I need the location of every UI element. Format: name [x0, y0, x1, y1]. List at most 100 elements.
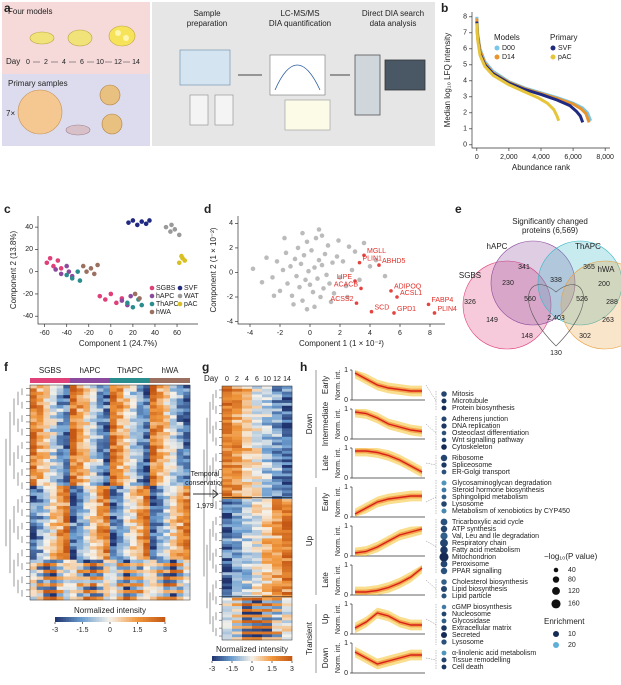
- heatmap-cell: [43, 502, 51, 507]
- heatmap-cell: [83, 472, 91, 477]
- heatmap-cell: [110, 502, 117, 507]
- heatmap-cell: [70, 448, 77, 453]
- heatmap-cell: [36, 472, 44, 477]
- heatmap-cell: [242, 445, 253, 449]
- heatmap-cell: [163, 445, 171, 450]
- heatmap-cell: [262, 394, 273, 398]
- heatmap-cell: [150, 472, 157, 477]
- colorbar-step: [112, 617, 116, 622]
- day-number: 12: [114, 59, 122, 66]
- heatmap-cell: [50, 458, 57, 463]
- point: [313, 235, 319, 241]
- heatmap-cell: [76, 532, 84, 537]
- heatmap-cell: [232, 586, 243, 590]
- heatmap-cell: [136, 526, 144, 530]
- heatmap-cell: [282, 628, 293, 632]
- heatmap-cell: [90, 586, 97, 591]
- enrichment-dot: [441, 657, 447, 663]
- heatmap-cell: [262, 498, 273, 503]
- heatmap-cell: [232, 394, 243, 398]
- heatmap-cell: [116, 576, 124, 581]
- heatmap-cell: [116, 529, 124, 534]
- heatmap-cell: [282, 521, 293, 525]
- heatmap-cell: [90, 465, 97, 470]
- colorbar-tick-label: -1.5: [226, 666, 238, 673]
- heatmap-cell: [30, 418, 37, 423]
- heatmap-cell: [90, 425, 97, 429]
- colorbar-step: [212, 656, 215, 661]
- heatmap-cell: [70, 401, 77, 406]
- heatmap-cell: [83, 526, 91, 530]
- profile-band-inner: [355, 649, 422, 667]
- heatmap-cell: [282, 529, 293, 534]
- heatmap-cell: [96, 546, 104, 550]
- heatmap-cell: [36, 421, 44, 426]
- heatmap-cell: [56, 482, 64, 487]
- heatmap-cell: [110, 415, 117, 419]
- point: [128, 293, 133, 299]
- heatmap-cell: [110, 465, 117, 470]
- heatmap-cell: [83, 435, 91, 440]
- heatmap-cell: [282, 577, 293, 582]
- heatmap-cell: [252, 405, 263, 409]
- heatmap-cell: [90, 432, 97, 436]
- point: [315, 276, 320, 281]
- heatmap-cell: [123, 482, 131, 487]
- heatmap-cell: [116, 509, 124, 513]
- heatmap-cell: [272, 594, 283, 598]
- heatmap-cell: [163, 559, 171, 564]
- temporal-count: 1,979: [196, 503, 214, 510]
- y-tick-label: 2: [463, 110, 467, 117]
- heatmap-cell: [103, 539, 111, 544]
- heatmap-cell: [103, 522, 111, 527]
- heatmap-cell: [96, 519, 104, 524]
- heatmap-cell: [183, 408, 191, 413]
- heatmap-cell: [150, 499, 157, 503]
- heatmap-cell: [163, 391, 171, 396]
- heatmap-cell: [116, 586, 124, 591]
- heatmap-cell: [56, 505, 64, 510]
- heatmap-cell: [56, 502, 64, 507]
- heatmap-cell: [63, 495, 71, 500]
- heatmap-cell: [43, 472, 51, 477]
- heatmap-cell: [103, 589, 111, 594]
- heatmap-cell: [170, 408, 177, 413]
- heatmap-cell: [150, 552, 157, 557]
- x-tick-label: 0: [475, 154, 479, 161]
- heatmap-cell: [282, 623, 293, 627]
- point-label: PLIN1: [363, 255, 383, 262]
- heatmap-cell: [183, 468, 191, 473]
- heatmap-cell: [232, 597, 243, 601]
- heatmap-cell: [50, 482, 57, 487]
- heatmap-cell: [150, 549, 157, 554]
- heatmap-cell: [36, 388, 44, 393]
- heatmap-cell: [110, 546, 117, 550]
- colorbar-step: [129, 617, 133, 622]
- profile-line: [354, 612, 422, 629]
- heatmap-cell: [50, 475, 57, 480]
- heatmap-cell: [262, 623, 273, 627]
- heatmap-cell: [150, 502, 157, 507]
- heatmap-cell: [143, 435, 151, 440]
- heatmap-cell: [123, 512, 131, 517]
- heatmap-cell: [163, 482, 171, 487]
- venn-set-label: SGBS: [459, 271, 481, 280]
- heatmap-cell: [163, 475, 171, 480]
- heatmap-cell: [43, 576, 51, 581]
- heatmap-cell: [56, 418, 64, 423]
- heatmap-cell: [36, 452, 44, 456]
- heatmap-cell: [36, 398, 44, 403]
- heatmap-cell: [63, 522, 71, 527]
- heatmap-cell: [116, 462, 124, 466]
- heatmap-cell: [170, 505, 177, 510]
- heatmap-cell: [96, 385, 104, 389]
- heatmap-cell: [183, 559, 191, 564]
- heatmap-cell: [143, 445, 151, 450]
- heatmap-cell: [262, 433, 273, 438]
- legend-swatch: [149, 309, 155, 315]
- heatmap-cell: [242, 436, 253, 440]
- heatmap-cell: [262, 453, 273, 457]
- heatmap-cell: [116, 556, 124, 560]
- heatmap-cell: [50, 532, 57, 537]
- heatmap-cell: [50, 556, 57, 560]
